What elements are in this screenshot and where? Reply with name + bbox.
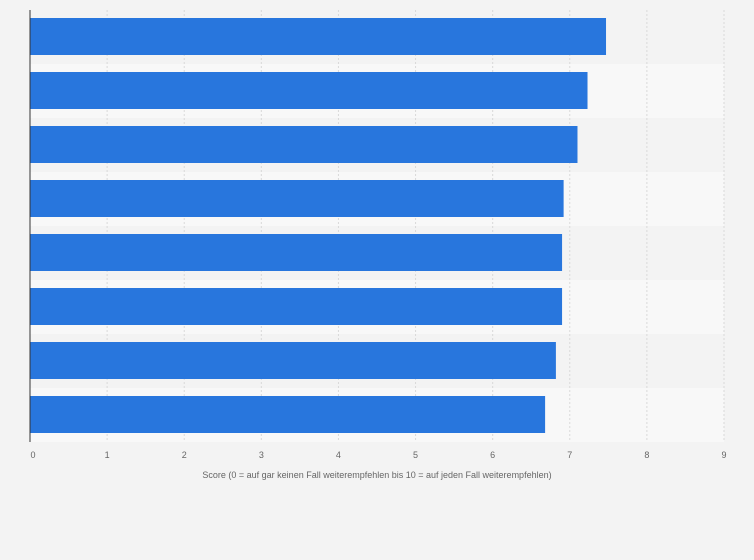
x-tick-label: 5 [413, 450, 418, 460]
x-axis-title: Score (0 = auf gar keinen Fall weiteremp… [202, 470, 551, 480]
bar [30, 342, 556, 379]
x-tick-label: 8 [644, 450, 649, 460]
x-tick-label: 2 [182, 450, 187, 460]
x-tick-label: 6 [490, 450, 495, 460]
x-tick-label: 7 [567, 450, 572, 460]
bar [30, 18, 607, 55]
x-tick-label: 0 [30, 450, 35, 460]
bar [30, 396, 546, 433]
x-tick-label: 9 [721, 450, 726, 460]
bar [30, 234, 563, 271]
bar [30, 126, 578, 163]
bar [30, 72, 588, 109]
bar [30, 180, 564, 217]
bar [30, 288, 563, 325]
x-tick-labels: 0 1 2 3 4 5 6 7 8 9 [30, 450, 726, 460]
bars [30, 18, 607, 433]
x-tick-label: 3 [259, 450, 264, 460]
x-tick-label: 4 [336, 450, 341, 460]
x-tick-label: 1 [105, 450, 110, 460]
